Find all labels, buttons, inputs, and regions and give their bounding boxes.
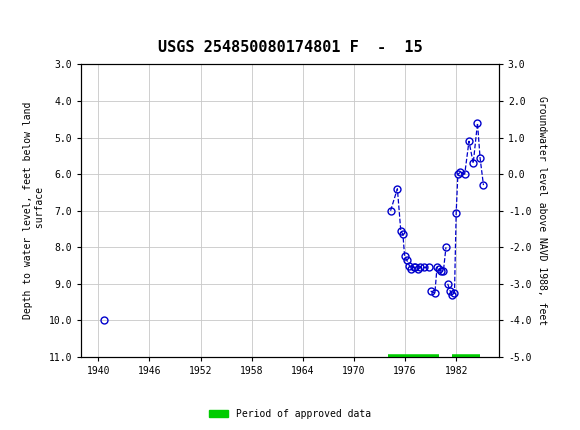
Text: ≡: ≡	[9, 9, 30, 34]
Y-axis label: Groundwater level above NAVD 1988, feet: Groundwater level above NAVD 1988, feet	[537, 96, 547, 325]
Legend: Period of approved data: Period of approved data	[205, 405, 375, 423]
Text: USGS 254850080174801 F  -  15: USGS 254850080174801 F - 15	[158, 40, 422, 55]
Y-axis label: Depth to water level, feet below land
 surface: Depth to water level, feet below land su…	[23, 102, 45, 319]
Text: USGS: USGS	[38, 12, 81, 31]
